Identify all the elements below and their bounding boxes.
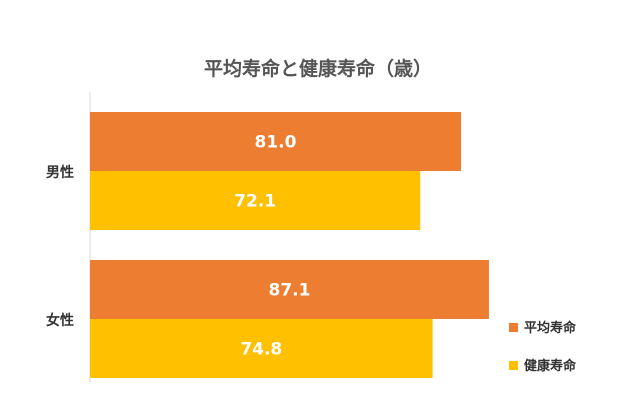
data-label: 87.1 <box>268 281 310 301</box>
bar-healthy-life-0 <box>90 171 421 230</box>
data-label: 72.1 <box>234 192 276 212</box>
plot-area: 81.0 72.1 男性 87.1 74.8 女性 <box>46 112 489 378</box>
legend-swatch <box>509 323 518 332</box>
legend-swatch <box>509 361 518 370</box>
category-label: 女性 <box>46 312 74 329</box>
legend-label: 健康寿命 <box>524 358 577 374</box>
data-label: 81.0 <box>255 133 297 153</box>
legend-label: 平均寿命 <box>524 320 577 336</box>
category-label: 男性 <box>46 164 74 181</box>
bar-average-life-1 <box>90 260 489 319</box>
bar-average-life-0 <box>90 112 461 171</box>
chart-title: 平均寿命と健康寿命（歳） <box>204 57 432 80</box>
bar-healthy-life-1 <box>90 319 433 378</box>
data-label: 74.8 <box>240 340 282 360</box>
